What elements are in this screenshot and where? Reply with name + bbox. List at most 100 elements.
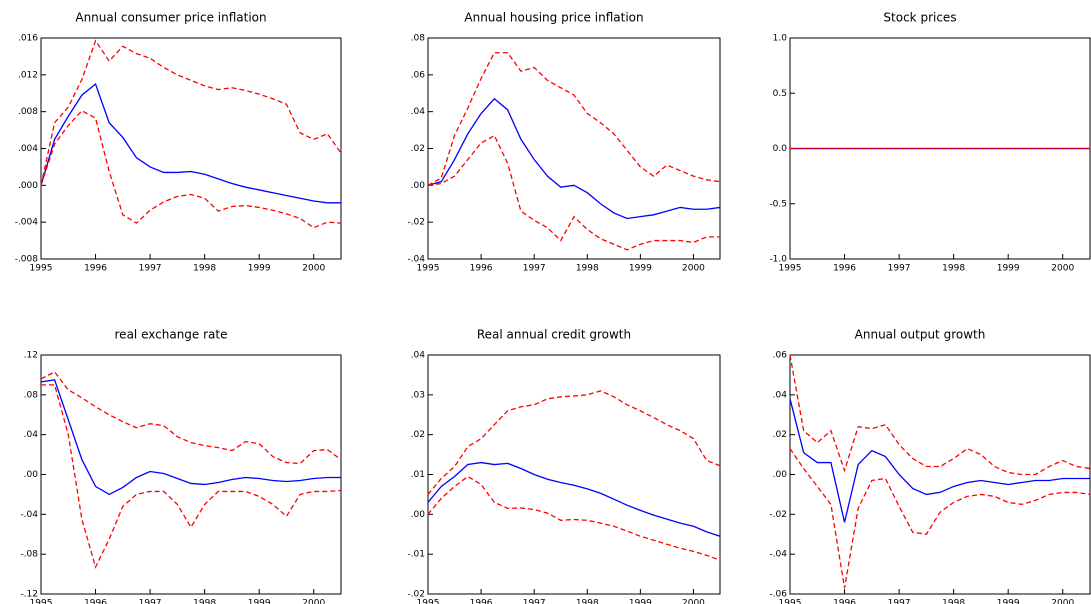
x-tick-label: 1995 <box>779 599 802 604</box>
plot-frame <box>789 354 1091 595</box>
y-tick-label: -.06 <box>769 590 787 600</box>
series-line <box>427 134 720 251</box>
y-tick-label: -.008 <box>15 255 39 265</box>
chart-title: Annual housing price inflation <box>464 11 643 25</box>
x-tick-label: 2000 <box>302 599 325 604</box>
x-tick-label: 2000 <box>682 599 705 604</box>
plot-frame <box>427 37 721 260</box>
x-tick-label: 1998 <box>942 599 965 604</box>
plot-frame <box>40 354 342 595</box>
x-tick-label: 1997 <box>888 264 911 274</box>
x-tick-label: 1997 <box>139 264 162 274</box>
series-line <box>40 82 341 204</box>
chart-title: Annual output growth <box>855 328 986 342</box>
y-tick-label: .04 <box>773 390 788 400</box>
y-tick-label: .00 <box>24 470 39 480</box>
x-tick-label: 2000 <box>1051 599 1074 604</box>
series-line <box>427 461 721 537</box>
x-tick-label: 1997 <box>139 599 162 604</box>
y-tick-label: -.01 <box>407 550 425 560</box>
y-tick-label: -.08 <box>20 550 38 560</box>
series-line <box>40 109 342 229</box>
x-tick-label: 1996 <box>470 599 493 604</box>
chart-title: real exchange rate <box>115 328 228 342</box>
y-tick-label: -.04 <box>20 510 38 520</box>
series-line <box>789 448 1091 589</box>
x-tick-label: 1999 <box>997 264 1020 274</box>
series-line <box>41 384 342 569</box>
y-tick-label: -1.0 <box>769 255 787 265</box>
y-tick-label: -.12 <box>20 590 38 600</box>
x-tick-label: 2000 <box>302 264 325 274</box>
series-line <box>40 39 342 186</box>
x-tick-label: 1998 <box>193 599 216 604</box>
y-tick-label: .004 <box>18 144 38 154</box>
series-line <box>40 379 341 496</box>
y-tick-label: .03 <box>411 390 425 400</box>
x-tick-label: 1996 <box>833 599 856 604</box>
series-line <box>789 354 1091 476</box>
y-tick-label: .02 <box>411 430 425 440</box>
y-tick-label: -.02 <box>407 590 425 600</box>
y-tick-label: .08 <box>24 390 39 400</box>
y-tick-label: -0.5 <box>769 199 787 209</box>
x-tick-label: 1999 <box>629 264 652 274</box>
y-tick-label: .01 <box>411 470 425 480</box>
x-tick-label: 2000 <box>682 264 705 274</box>
chart-title: Stock prices <box>883 11 956 25</box>
y-tick-label: .000 <box>18 181 38 191</box>
y-tick-label: .00 <box>411 181 426 191</box>
plot-frame <box>427 354 721 595</box>
y-tick-label: .00 <box>773 470 788 480</box>
x-tick-label: 1995 <box>779 264 802 274</box>
series-line <box>427 475 721 561</box>
x-tick-label: 1997 <box>523 599 546 604</box>
x-tick-label: 1999 <box>629 599 652 604</box>
y-tick-label: .04 <box>24 430 39 440</box>
y-tick-label: -.02 <box>407 218 425 228</box>
y-tick-label: .04 <box>411 107 426 117</box>
y-tick-label: .04 <box>411 351 426 361</box>
x-tick-label: 1996 <box>84 599 107 604</box>
series-line <box>40 371 342 465</box>
x-tick-label: 1995 <box>30 599 53 604</box>
y-tick-label: .06 <box>773 351 788 361</box>
x-tick-label: 2000 <box>1051 264 1074 274</box>
x-tick-label: 1998 <box>193 264 216 274</box>
chart-title: Real annual credit growth <box>477 328 631 342</box>
x-tick-label: 1995 <box>30 264 53 274</box>
y-tick-label: -.004 <box>15 218 39 228</box>
y-tick-label: -.02 <box>769 510 787 520</box>
y-tick-label: .012 <box>18 70 38 80</box>
chart-title: Annual consumer price inflation <box>75 11 266 25</box>
y-tick-label: -.04 <box>769 550 787 560</box>
x-tick-label: 1998 <box>942 264 965 274</box>
x-tick-label: 1997 <box>523 264 546 274</box>
x-tick-label: 1997 <box>888 599 911 604</box>
series-line <box>427 390 721 495</box>
x-tick-label: 1998 <box>576 599 599 604</box>
series-line <box>789 398 1090 523</box>
y-tick-label: .12 <box>24 351 38 361</box>
y-tick-label: .02 <box>411 144 425 154</box>
y-tick-label: .02 <box>773 430 787 440</box>
y-tick-label: .016 <box>18 34 38 44</box>
x-tick-label: 1999 <box>248 264 271 274</box>
x-tick-label: 1999 <box>997 599 1020 604</box>
series-line <box>427 97 721 220</box>
series-line <box>427 52 721 186</box>
y-tick-label: -.04 <box>407 255 425 265</box>
y-tick-label: 0.5 <box>773 89 787 99</box>
x-tick-label: 1996 <box>833 264 856 274</box>
y-tick-label: 1.0 <box>773 34 788 44</box>
x-tick-label: 1995 <box>417 599 440 604</box>
y-tick-label: .08 <box>411 34 426 44</box>
y-tick-label: .00 <box>411 510 426 520</box>
x-tick-label: 1996 <box>470 264 493 274</box>
y-tick-label: .06 <box>411 70 426 80</box>
x-tick-label: 1995 <box>417 264 440 274</box>
x-tick-label: 1998 <box>576 264 599 274</box>
y-tick-label: .008 <box>18 107 38 117</box>
x-tick-label: 1999 <box>248 599 271 604</box>
